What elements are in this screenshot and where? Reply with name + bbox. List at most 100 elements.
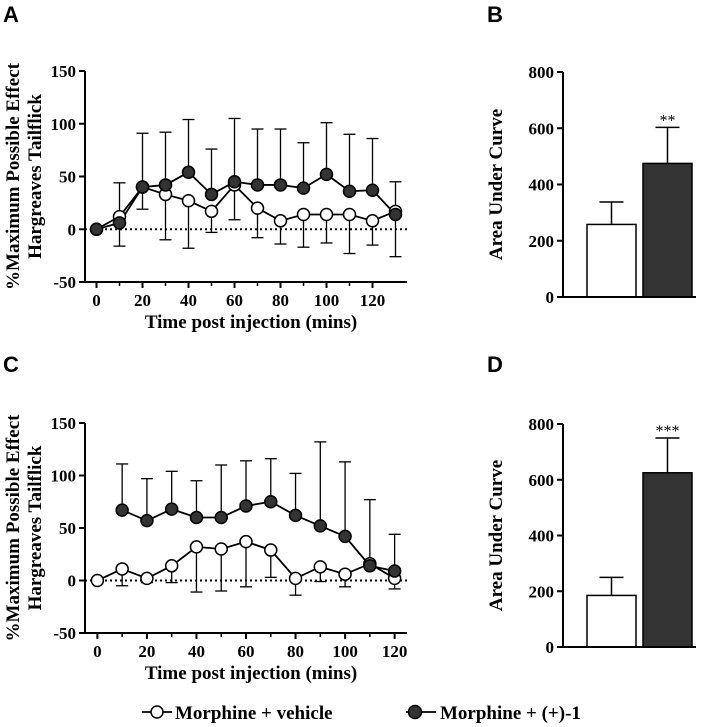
data-point-treatment <box>288 508 303 523</box>
legend-label-vehicle: Morphine + vehicle <box>175 703 333 724</box>
y-tick-label: 800 <box>529 415 555 434</box>
y-tick-label: 150 <box>51 414 77 433</box>
data-point-treatment <box>342 184 357 199</box>
y-tick-label: 200 <box>529 582 555 601</box>
y-axis-label-line1: %Maximum Possible Effect <box>3 414 24 642</box>
data-point-vehicle <box>338 567 352 581</box>
data-point-vehicle <box>250 201 265 215</box>
panel-b: B 0 200 400 600 800 Area Under Curve ** <box>486 2 696 307</box>
x-tick-label: 40 <box>188 642 205 661</box>
y-tick-label: 400 <box>529 527 555 546</box>
x-tick-label: 120 <box>382 642 408 661</box>
panel-d: D 0 200 400 600 800 Area Under Curve *** <box>486 352 696 657</box>
y-tick-label: 800 <box>529 63 555 82</box>
data-point-vehicle <box>189 540 204 554</box>
y-tick-label: 100 <box>51 467 77 486</box>
x-tick-label: 100 <box>314 291 340 310</box>
y-tick-label: -50 <box>53 624 76 643</box>
y-tick-label: 0 <box>546 638 555 657</box>
data-point-vehicle <box>214 542 228 556</box>
data-point-treatment <box>363 559 377 573</box>
x-tick-label: 0 <box>93 642 102 661</box>
data-point-treatment <box>112 216 127 230</box>
data-point-vehicle <box>288 571 303 586</box>
data-point-vehicle <box>181 194 196 208</box>
series-line-treatment <box>121 500 395 572</box>
data-point-vehicle <box>140 571 154 586</box>
x-tick-label: 20 <box>134 291 151 310</box>
panel-c: C -50 0 50 100 150 0 20 40 60 80 100 120 Time post in… <box>3 352 407 684</box>
y-axis-label: Area Under Curve <box>486 460 507 611</box>
data-point-treatment <box>250 178 265 192</box>
y-axis-label: Area Under Curve <box>486 109 507 260</box>
bar-vehicle <box>586 594 637 648</box>
data-point-vehicle <box>342 207 357 222</box>
x-tick-label: 0 <box>92 291 101 310</box>
data-point-treatment <box>89 222 104 236</box>
x-tick-label: 60 <box>226 291 243 310</box>
data-point-treatment <box>388 207 403 222</box>
y-axis-label-line2: Hargreaves Tailflick <box>25 94 46 259</box>
x-tick-label: 40 <box>180 291 197 310</box>
y-tick-label: 0 <box>546 288 555 307</box>
data-point-vehicle <box>273 214 288 228</box>
bar-vehicle <box>586 223 637 298</box>
data-point-treatment <box>313 519 328 533</box>
data-point-vehicle <box>164 559 179 573</box>
data-point-vehicle <box>239 534 253 549</box>
significance-marker: ** <box>660 112 676 129</box>
data-point-treatment <box>365 183 380 197</box>
data-point-treatment <box>239 499 253 513</box>
legend: Morphine + vehicle Morphine + (+)-1 <box>142 703 581 724</box>
data-point-vehicle <box>319 207 334 222</box>
y-tick-label: 0 <box>68 572 77 591</box>
y-tick-label: 100 <box>51 115 77 134</box>
y-axis-label-line1: %Maximum Possible Effect <box>3 62 24 290</box>
y-axis-label-line2: Hargreaves Tailflick <box>25 445 46 610</box>
data-point-treatment <box>387 564 402 578</box>
data-point-vehicle <box>204 204 219 219</box>
x-tick-label: 80 <box>287 642 304 661</box>
data-point-vehicle <box>90 573 105 588</box>
data-point-treatment <box>264 495 278 509</box>
x-tick-label: 120 <box>360 291 386 310</box>
panel-letter: D <box>487 352 503 377</box>
y-tick-label: 200 <box>529 232 555 251</box>
legend-marker-vehicle <box>150 705 164 719</box>
data-point-treatment <box>214 510 228 525</box>
data-point-treatment <box>189 510 204 525</box>
data-point-vehicle <box>313 560 328 574</box>
x-axis-label: Time post injection (mins) <box>145 312 357 333</box>
panel-letter: C <box>3 352 19 377</box>
data-point-vehicle <box>365 214 380 228</box>
y-tick-label: 0 <box>68 220 77 239</box>
x-tick-label: 20 <box>138 642 155 661</box>
data-point-treatment <box>181 165 196 180</box>
x-tick-label: 100 <box>332 642 358 661</box>
data-point-treatment <box>164 502 179 516</box>
panel-letter: A <box>3 2 19 27</box>
data-point-vehicle <box>296 207 311 222</box>
y-tick-label: 400 <box>529 176 555 195</box>
data-point-treatment <box>338 529 352 544</box>
data-point-vehicle <box>115 562 129 576</box>
data-point-treatment <box>140 513 154 528</box>
data-point-treatment <box>319 167 334 182</box>
data-point-vehicle <box>264 543 278 557</box>
data-point-treatment <box>273 178 288 192</box>
y-tick-label: 150 <box>51 62 77 81</box>
data-point-treatment <box>135 180 150 194</box>
x-tick-label: 60 <box>238 642 255 661</box>
x-tick-label: 80 <box>272 291 289 310</box>
panel-letter: B <box>487 2 503 27</box>
y-tick-label: 50 <box>59 519 76 538</box>
y-tick-label: 600 <box>529 119 555 138</box>
y-tick-label: 600 <box>529 471 555 490</box>
data-point-treatment <box>115 503 129 517</box>
significance-marker: *** <box>656 423 680 440</box>
data-point-treatment <box>296 181 311 195</box>
bar-treatment <box>642 162 693 298</box>
data-point-treatment <box>158 178 173 192</box>
